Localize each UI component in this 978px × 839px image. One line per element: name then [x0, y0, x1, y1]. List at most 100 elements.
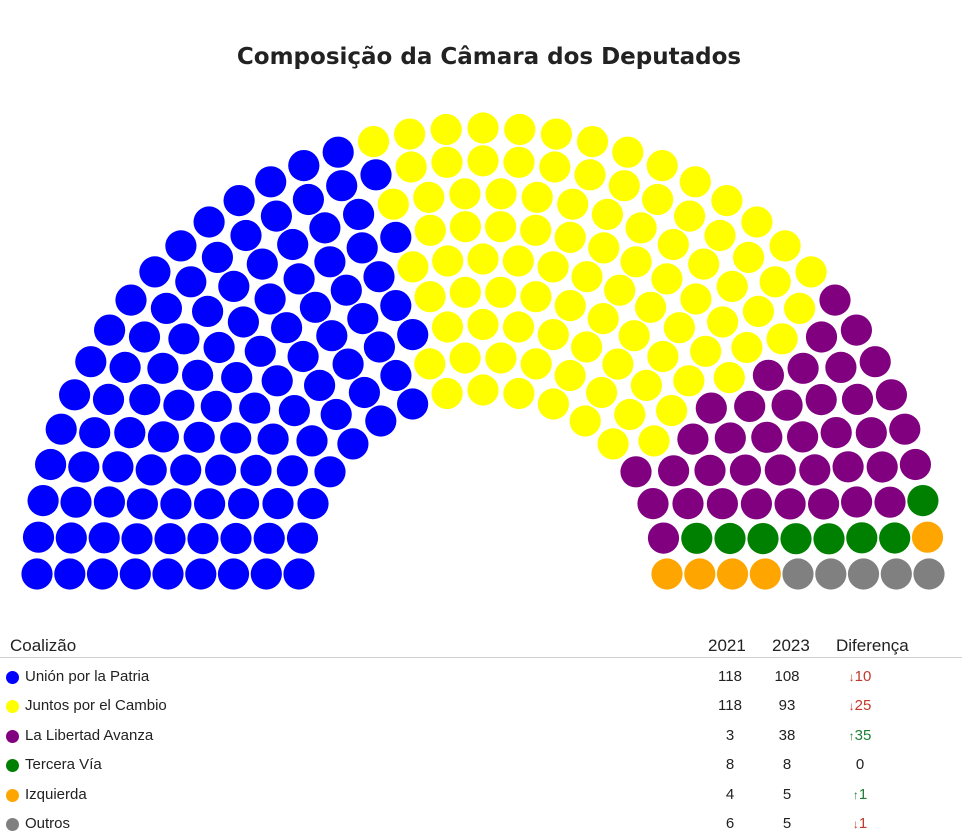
seat-dot: [314, 246, 346, 278]
difference-value: 10: [854, 668, 872, 685]
seats-2023: 108: [774, 668, 800, 685]
seat-dot: [907, 485, 939, 517]
seats-2023: 5: [782, 815, 792, 832]
seat-dot: [228, 488, 260, 520]
seat-difference: ↓1: [835, 815, 885, 832]
seat-dot: [740, 488, 773, 520]
seat-dot: [363, 261, 395, 293]
seat-dot: [79, 417, 111, 449]
seat-dot: [230, 219, 262, 252]
seat-dot: [576, 126, 609, 158]
seat-dot: [752, 359, 785, 391]
seat-dot: [68, 451, 100, 483]
seats-2021: 8: [725, 756, 735, 774]
seats-2021: 3: [725, 726, 735, 744]
seat-dot: [262, 488, 294, 520]
seat-dot: [170, 454, 202, 486]
seat-dot: [283, 558, 315, 590]
seat-dot: [380, 221, 412, 253]
seat-dot: [504, 113, 536, 146]
seat-dot: [163, 389, 195, 421]
difference-value: 35: [854, 726, 872, 744]
seat-dot: [337, 428, 369, 460]
seat-dot: [115, 284, 147, 316]
seat-dot: [694, 454, 726, 486]
party-name: Juntos por el Cambio: [25, 697, 167, 715]
seat-dot: [431, 146, 463, 178]
legend-row: Tercera Vía 8 8 0: [0, 750, 978, 779]
seat-dot: [625, 212, 657, 244]
seat-dot: [380, 359, 412, 392]
seat-dot: [813, 523, 845, 555]
seat-dot: [729, 454, 762, 486]
seat-dot: [203, 331, 235, 364]
seat-dot: [320, 398, 352, 431]
seat-dot: [255, 166, 287, 198]
seat-dot: [880, 558, 912, 590]
seat-dot: [647, 522, 680, 554]
seat-dot: [288, 150, 320, 182]
seat-dot: [587, 303, 619, 335]
party-color-dot: [6, 818, 19, 831]
seat-dot: [782, 558, 814, 590]
legend-row: Outros 6 5 ↓1: [0, 809, 978, 838]
seat-dot: [260, 200, 292, 232]
seat-dot: [380, 290, 412, 322]
seat-dot: [588, 232, 620, 264]
parliament-chart: [21, 112, 945, 590]
seat-dot: [859, 346, 891, 378]
seat-dot: [360, 159, 392, 191]
seat-dot: [734, 390, 766, 422]
seats-2021: 4: [725, 785, 735, 803]
seat-dot: [832, 451, 864, 483]
seat-dot: [147, 352, 179, 384]
seat-dot: [840, 314, 873, 346]
seat-dot: [431, 377, 463, 410]
seat-dot: [537, 251, 569, 283]
seat-dot: [182, 359, 214, 391]
arrow-down-icon: ↓: [848, 699, 855, 714]
seat-dot: [638, 425, 670, 457]
seats-2021: 118: [718, 697, 742, 715]
seat-dot: [467, 112, 499, 144]
header-divider: [0, 657, 962, 658]
seat-dot: [591, 198, 624, 230]
seat-dot: [185, 558, 217, 590]
seat-dot: [741, 206, 773, 238]
seat-dot: [485, 276, 517, 308]
seat-dot: [485, 178, 517, 210]
seat-dot: [394, 118, 426, 150]
seat-dot: [316, 320, 348, 352]
seat-dot: [92, 383, 125, 415]
seat-dot: [449, 276, 481, 308]
seat-dot: [126, 488, 158, 520]
seat-dot: [899, 448, 932, 481]
seat-dot: [205, 454, 237, 486]
seat-dot: [602, 348, 634, 380]
seat-dot: [672, 488, 704, 520]
seat-dot: [520, 281, 552, 313]
seat-dot: [414, 281, 446, 313]
seat-dot: [414, 348, 446, 380]
seats-2023: 93: [778, 697, 796, 715]
seat-dot: [502, 245, 534, 277]
seat-dot: [152, 558, 184, 590]
seat-difference: 0: [835, 756, 885, 773]
header-coalition: Coalizão: [10, 636, 77, 655]
seat-dot: [299, 291, 331, 323]
seat-dot: [147, 421, 179, 453]
seat-dot: [875, 379, 908, 411]
seat-dot: [102, 451, 134, 483]
seat-dot: [647, 340, 679, 373]
seat-dot: [187, 523, 219, 555]
seat-dot: [586, 376, 618, 409]
seat-dot: [330, 274, 362, 306]
seat-dot: [799, 454, 831, 486]
seat-dot: [503, 146, 535, 178]
seat-dot: [200, 390, 232, 422]
seat-dot: [55, 522, 87, 554]
seat-dot: [707, 306, 739, 338]
seat-dot: [239, 392, 271, 424]
seat-dot: [764, 454, 796, 486]
seat-dot: [154, 523, 186, 555]
